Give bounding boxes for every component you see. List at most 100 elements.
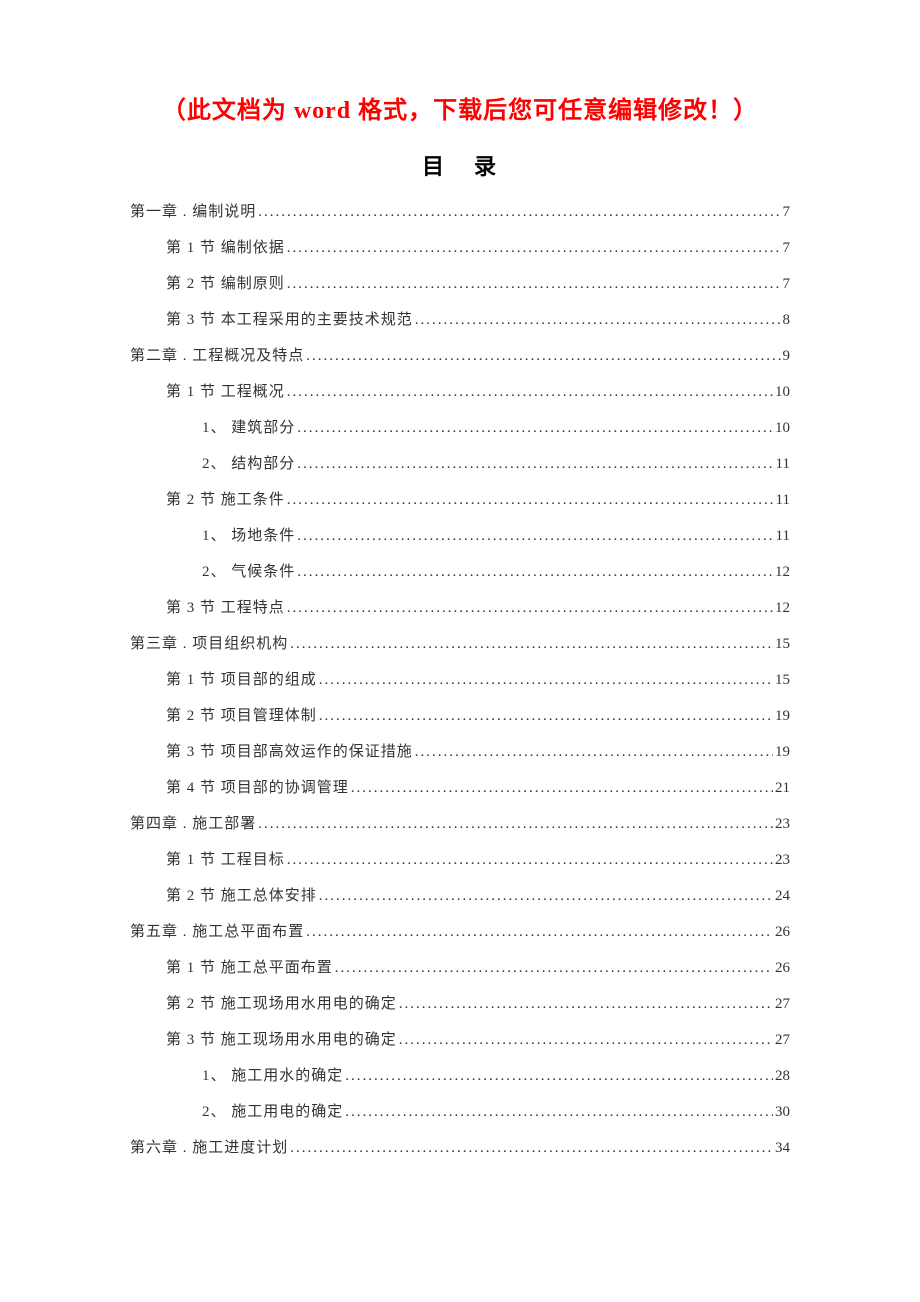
toc-leader-dots: ........................................… <box>345 1069 773 1084</box>
toc-leader-dots: ........................................… <box>399 1033 773 1048</box>
toc-entry: 第四章 . 施工部署 .............................… <box>130 817 790 832</box>
toc-entry: 2、 施工用电的确定 .............................… <box>130 1105 790 1120</box>
toc-entry-page: 19 <box>775 745 790 760</box>
toc-entry: 第 2 节 施工条件 .............................… <box>130 493 790 508</box>
toc-entry: 第六章 . 施工进度计划 ...........................… <box>130 1141 790 1156</box>
toc-entry-page: 28 <box>775 1069 790 1084</box>
toc-heading: 目录 <box>130 149 790 181</box>
toc-entry-label: 第 3 节 施工现场用水用电的确定 <box>166 1033 397 1048</box>
toc-entry-page: 7 <box>783 205 791 220</box>
toc-leader-dots: ........................................… <box>287 853 773 868</box>
toc-entry: 2、 气候条件 ................................… <box>130 565 790 580</box>
toc-entry-page: 10 <box>775 385 790 400</box>
toc-entry-page: 9 <box>783 349 791 364</box>
toc-entry-label: 1、 建筑部分 <box>202 421 295 436</box>
toc-entry-label: 第六章 . 施工进度计划 <box>130 1141 288 1156</box>
toc-entry-label: 第一章 . 编制说明 <box>130 205 256 220</box>
toc-entry: 1、 建筑部分 ................................… <box>130 421 790 436</box>
toc-leader-dots: ........................................… <box>290 1141 773 1156</box>
toc-leader-dots: ........................................… <box>287 241 781 256</box>
toc-entry: 第一章 . 编制说明 .............................… <box>130 205 790 220</box>
toc-entry-page: 23 <box>775 853 790 868</box>
toc-entry-page: 21 <box>775 781 790 796</box>
toc-entry-page: 12 <box>775 601 790 616</box>
toc-entry-page: 27 <box>775 997 790 1012</box>
toc-entry: 第 1 节 编制依据 .............................… <box>130 241 790 256</box>
toc-entry: 第 2 节 施工总体安排 ...........................… <box>130 889 790 904</box>
toc-entry: 第 2 节 施工现场用水用电的确定 ......................… <box>130 997 790 1012</box>
toc-entry-label: 第 3 节 项目部高效运作的保证措施 <box>166 745 413 760</box>
toc-leader-dots: ........................................… <box>297 421 773 436</box>
toc-entry: 第 1 节 工程目标 .............................… <box>130 853 790 868</box>
toc-entry-label: 第 2 节 施工现场用水用电的确定 <box>166 997 397 1012</box>
toc-leader-dots: ........................................… <box>297 457 773 472</box>
toc-entry-page: 7 <box>783 277 791 292</box>
toc-entry: 1、 场地条件 ................................… <box>130 529 790 544</box>
toc-entry-label: 第 1 节 编制依据 <box>166 241 285 256</box>
toc-leader-dots: ........................................… <box>399 997 773 1012</box>
toc-entry-page: 30 <box>775 1105 790 1120</box>
toc-entry: 第 2 节 项目管理体制 ...........................… <box>130 709 790 724</box>
toc-entry-label: 1、 施工用水的确定 <box>202 1069 343 1084</box>
toc-entry: 第 3 节 项目部高效运作的保证措施 .....................… <box>130 745 790 760</box>
toc-entry-label: 第 3 节 本工程采用的主要技术规范 <box>166 313 413 328</box>
toc-entry-page: 26 <box>775 925 790 940</box>
toc-entry-label: 第 4 节 项目部的协调管理 <box>166 781 349 796</box>
toc-leader-dots: ........................................… <box>319 709 773 724</box>
toc-leader-dots: ........................................… <box>258 817 773 832</box>
toc-entry: 第三章 . 项目组织机构 ...........................… <box>130 637 790 652</box>
toc-entry: 第五章 . 施工总平面布置 ..........................… <box>130 925 790 940</box>
toc-leader-dots: ........................................… <box>287 385 773 400</box>
toc-entry: 第 1 节 工程概况 .............................… <box>130 385 790 400</box>
toc-entry-page: 8 <box>783 313 791 328</box>
toc-entry-page: 12 <box>775 565 790 580</box>
toc-entry-page: 19 <box>775 709 790 724</box>
toc-entry-page: 11 <box>776 529 790 544</box>
toc-entry-label: 第 1 节 施工总平面布置 <box>166 961 333 976</box>
toc-entry-page: 11 <box>776 457 790 472</box>
toc-leader-dots: ........................................… <box>415 313 781 328</box>
toc-entry-page: 15 <box>775 673 790 688</box>
toc-entry: 第 3 节 本工程采用的主要技术规范 .....................… <box>130 313 790 328</box>
toc-entry-label: 第 2 节 施工条件 <box>166 493 285 508</box>
toc-entry-label: 第 2 节 项目管理体制 <box>166 709 317 724</box>
toc-leader-dots: ........................................… <box>306 349 780 364</box>
toc-entry: 第二章 . 工程概况及特点 ..........................… <box>130 349 790 364</box>
toc-leader-dots: ........................................… <box>319 673 773 688</box>
toc-entry: 第 2 节 编制原则 .............................… <box>130 277 790 292</box>
toc-entry: 第 1 节 施工总平面布置 ..........................… <box>130 961 790 976</box>
toc-entry-label: 第 3 节 工程特点 <box>166 601 285 616</box>
format-notice: （此文档为 word 格式，下载后您可任意编辑修改！） <box>130 90 790 125</box>
toc-leader-dots: ........................................… <box>351 781 773 796</box>
toc-leader-dots: ........................................… <box>287 601 773 616</box>
toc-heading-right: 录 <box>474 154 498 179</box>
toc-heading-left: 目 <box>422 154 446 179</box>
toc-entry-label: 第 1 节 工程概况 <box>166 385 285 400</box>
toc-entry: 2、 结构部分 ................................… <box>130 457 790 472</box>
toc-entry-page: 23 <box>775 817 790 832</box>
toc-entry-label: 第 1 节 工程目标 <box>166 853 285 868</box>
toc-entry-label: 第二章 . 工程概况及特点 <box>130 349 304 364</box>
toc-entry-page: 27 <box>775 1033 790 1048</box>
toc-entry-label: 2、 气候条件 <box>202 565 295 580</box>
toc-entry: 第 3 节 施工现场用水用电的确定 ......................… <box>130 1033 790 1048</box>
toc-leader-dots: ........................................… <box>297 565 773 580</box>
toc-entry: 第 4 节 项目部的协调管理 .........................… <box>130 781 790 796</box>
toc-entry-label: 第三章 . 项目组织机构 <box>130 637 288 652</box>
toc-leader-dots: ........................................… <box>297 529 773 544</box>
toc-leader-dots: ........................................… <box>287 493 774 508</box>
toc-entry-page: 10 <box>775 421 790 436</box>
toc-entry-page: 11 <box>776 493 790 508</box>
toc-entry-label: 第四章 . 施工部署 <box>130 817 256 832</box>
toc-leader-dots: ........................................… <box>258 205 780 220</box>
toc-leader-dots: ........................................… <box>287 277 781 292</box>
toc-entry: 第 3 节 工程特点 .............................… <box>130 601 790 616</box>
toc-leader-dots: ........................................… <box>319 889 773 904</box>
toc-leader-dots: ........................................… <box>415 745 773 760</box>
toc-leader-dots: ........................................… <box>306 925 773 940</box>
toc-entry: 1、 施工用水的确定 .............................… <box>130 1069 790 1084</box>
toc-leader-dots: ........................................… <box>290 637 773 652</box>
toc-entry-page: 15 <box>775 637 790 652</box>
document-page: （此文档为 word 格式，下载后您可任意编辑修改！） 目录 第一章 . 编制说… <box>0 0 920 1237</box>
toc-leader-dots: ........................................… <box>335 961 773 976</box>
